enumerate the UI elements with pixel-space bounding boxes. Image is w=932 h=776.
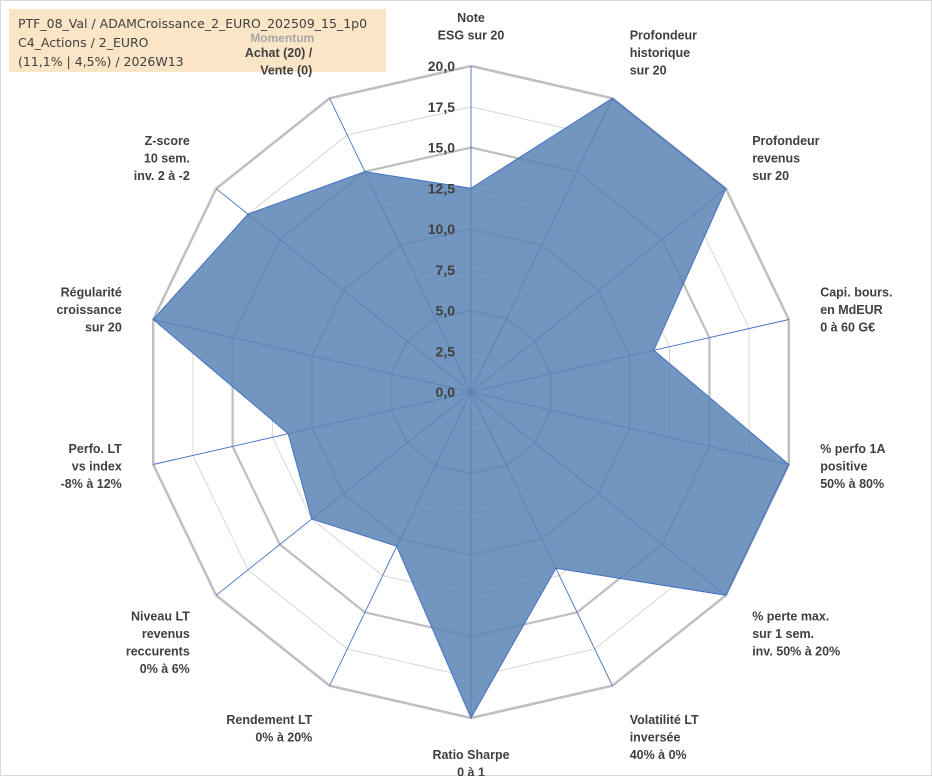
tick-label: 0,0 [436,384,456,400]
axis-label-line: 0% à 20% [255,731,312,745]
axis-label: Z-score 10 sem. inv. 2 à -2 [134,134,190,183]
axis-label-line: reccurents [126,645,190,659]
axis-label-line: 0% à 6% [140,662,190,676]
axis-label-line: en MdEUR [820,303,883,317]
tick-label: 15,0 [428,140,455,156]
axis-label-line: Niveau LT [131,610,190,624]
tick-labels: 0,0 2,5 5,0 7,5 10,0 12,5 15,0 17,5 20,0 [428,58,455,400]
axis-label-line: inv. 50% à 20% [752,645,840,659]
data-layer [152,97,790,720]
axis-label-line: Achat (20) / [245,46,313,60]
axis-label-line: positive [820,460,867,474]
axis-label-line: 0 à 1 [457,766,485,776]
axis-label-line: Régularité [61,285,122,299]
tick-label: 20,0 [428,58,455,74]
axis-label-line: historique [630,46,690,60]
tick-label: 2,5 [436,343,456,359]
data-series-area [152,97,790,720]
axis-label-line: -8% à 12% [61,477,122,491]
axis-label-line: Vente (0) [260,63,312,77]
axis-label: Volatilité LT inversée 40% à 0% [630,713,699,762]
axis-label-line: ESG sur 20 [438,29,505,43]
tick-label: 7,5 [436,262,456,278]
axis-label-line: Profondeur [630,28,697,42]
axis-label: Profondeur historique sur 20 [630,28,697,77]
axis-label-line: revenus [142,627,190,641]
axis-label: Régularité croissance sur 20 [56,285,121,334]
portfolio-info-box: PTF_08_Val / ADAMCroissance_2_EURO_20250… [9,9,386,72]
performance-week: (11,1% | 4,5%) / 2026W13 [18,54,184,69]
axis-label-line: Perfo. LT [69,442,123,456]
momentum-group-label: Momentum [250,31,314,45]
tick-label: 10,0 [428,221,455,237]
axis-label-line: 50% à 80% [820,477,884,491]
axis-label-line: vs index [72,460,122,474]
axis-label-line: Ratio Sharpe [432,748,509,762]
axis-label-line: Rendement LT [226,713,312,727]
tick-label: 12,5 [428,180,455,196]
axis-label-line: Note [457,11,485,25]
axis-label-line: 40% à 0% [630,748,687,762]
axis-label-line: % perfo 1A [820,442,885,456]
axis-label-line: % perte max. [752,610,829,624]
tick-label: 17,5 [428,99,455,115]
axis-label: Perfo. LT vs index -8% à 12% [61,442,123,491]
axis-label-line: sur 20 [85,320,122,334]
axis-label: Capi. bours. en MdEUR 0 à 60 G€ [820,285,892,334]
axis-label-line: croissance [56,303,121,317]
axis-label: % perfo 1A positive 50% à 80% [820,442,885,491]
axis-label-line: inv. 2 à -2 [134,169,190,183]
axis-label: Profondeur revenus sur 20 [752,134,819,183]
tick-label: 5,0 [436,303,456,319]
axis-label-line: sur 20 [630,63,667,77]
axis-label: % perte max. sur 1 sem. inv. 50% à 20% [752,610,840,659]
axis-labels: Note ESG sur 20 Profondeur historique sur 20… [56,11,892,776]
axis-label-line: Capi. bours. [820,285,892,299]
axis-label-line: revenus [752,152,800,166]
axis-label-line: Volatilité LT [630,713,699,727]
axis-label: Achat (20) / Vente (0) [245,46,313,78]
axis-label-line: sur 1 sem. [752,627,814,641]
portfolio-name: PTF_08_Val / ADAMCroissance_2_EURO_20250… [18,16,368,31]
axis-label-line: inversée [630,731,681,745]
axis-label: Rendement LT 0% à 20% [226,713,312,745]
axis-label: Note ESG sur 20 [438,11,505,43]
axis-label-line: Z-score [145,134,190,148]
axis-label-line: 0 à 60 G€ [820,320,875,334]
axis-label: Niveau LT revenus reccurents 0% à 6% [126,610,190,677]
axis-label: Ratio Sharpe 0 à 1 [432,748,509,776]
asset-class: C4_Actions / 2_EURO [18,35,149,50]
axis-label-line: sur 20 [752,169,789,183]
axis-label-line: 10 sem. [144,152,190,166]
axis-label-line: Profondeur [752,134,819,148]
